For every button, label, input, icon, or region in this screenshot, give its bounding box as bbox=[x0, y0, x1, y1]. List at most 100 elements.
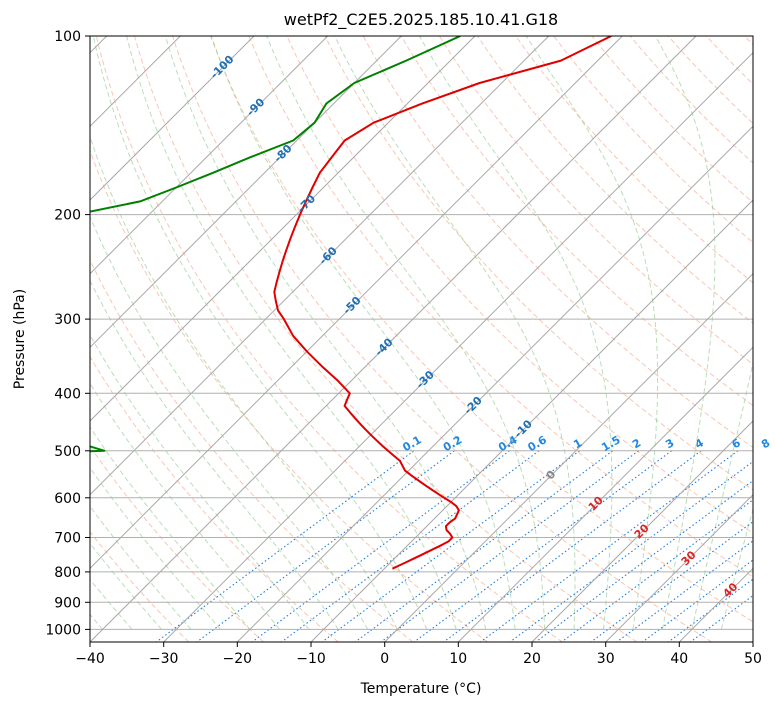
moist-adiabat-line bbox=[266, 36, 546, 630]
isotherm-gridline bbox=[90, 36, 623, 570]
isotherm-gridline bbox=[310, 199, 753, 642]
temperature-profile-line bbox=[273, 36, 612, 570]
moist-adiabat-line bbox=[126, 36, 457, 630]
dry-adiabat-line bbox=[324, 36, 753, 491]
x-tick-label: 40 bbox=[670, 651, 688, 667]
y-axis-label: Pressure (hPa) bbox=[12, 289, 28, 389]
mixing-ratio-line bbox=[321, 450, 580, 642]
mixing-ratio-line bbox=[480, 450, 739, 642]
moist-adiabat-line bbox=[92, 36, 428, 630]
moist-adiabat-line bbox=[691, 360, 753, 630]
isotherm-gridline bbox=[605, 493, 753, 642]
dry-adiabat-line bbox=[362, 36, 753, 449]
x-tick-label: 30 bbox=[597, 651, 615, 667]
x-tick-label: −20 bbox=[223, 651, 253, 667]
isotherm-gridline bbox=[90, 36, 476, 422]
mixing-ratio-line bbox=[413, 450, 672, 642]
chart-title: wetPf2_C2E5.2025.185.10.41.G18 bbox=[284, 10, 558, 30]
isotherm-gridline bbox=[90, 36, 550, 496]
x-axis-ticks: −40 −30 −20 −10 0 10 20 30 40 50 bbox=[75, 642, 762, 667]
mixing-ratio-line bbox=[155, 450, 415, 642]
y-tick-label: 900 bbox=[54, 595, 81, 611]
dry-adiabat-line bbox=[90, 149, 488, 642]
moist-adiabat-line bbox=[90, 466, 221, 630]
plot-frame bbox=[89, 35, 754, 643]
x-tick-label: −40 bbox=[75, 651, 105, 667]
moist-adiabat-line bbox=[210, 36, 516, 630]
mixing-ratio-line bbox=[251, 450, 510, 642]
mixing-ratio-line bbox=[443, 450, 702, 642]
mixing-ratio-line bbox=[535, 479, 753, 642]
moist-adiabat-line bbox=[720, 507, 753, 630]
pressure-gridlines bbox=[90, 36, 753, 630]
x-tick-label: −10 bbox=[296, 651, 326, 667]
dry-adiabat-line bbox=[705, 36, 753, 85]
y-tick-label: 600 bbox=[54, 491, 81, 507]
mixing-ratio-line bbox=[354, 450, 614, 642]
moist-adiabat-line bbox=[90, 505, 192, 630]
moist-adiabat-line bbox=[334, 36, 576, 630]
mixing-ratio-line bbox=[281, 450, 540, 642]
mixing-ratio-line bbox=[561, 499, 753, 642]
moist-adiabat-line bbox=[418, 36, 613, 630]
plot-area bbox=[90, 36, 753, 642]
isotherm-gridline bbox=[678, 567, 753, 642]
isotherm-gridline bbox=[163, 51, 753, 642]
isotherm-gridline bbox=[457, 346, 753, 642]
mixing-ratio-line bbox=[616, 540, 753, 642]
dry-adiabat-line bbox=[438, 36, 753, 365]
y-tick-label: 800 bbox=[54, 565, 81, 581]
mixing-ratio-line bbox=[667, 578, 753, 642]
dry-adiabat-line bbox=[90, 445, 264, 642]
x-tick-label: 0 bbox=[380, 651, 389, 667]
moist-adiabat-line bbox=[90, 215, 369, 630]
mixing-ratio-line bbox=[380, 450, 639, 642]
x-tick-label: 20 bbox=[523, 651, 541, 667]
moist-adiabat-line bbox=[90, 279, 339, 630]
mixing-ratio-label: 3 bbox=[663, 436, 676, 451]
dry-adiabat-line bbox=[90, 531, 190, 642]
isotherm-gridline bbox=[752, 641, 753, 642]
y-tick-label: 700 bbox=[54, 531, 81, 547]
isotherm-gridline bbox=[90, 36, 402, 349]
y-tick-label: 100 bbox=[54, 29, 81, 45]
dry-adiabat-line bbox=[286, 36, 753, 534]
x-axis-label: Temperature (°C) bbox=[360, 681, 482, 697]
isotherm-gridline bbox=[90, 36, 255, 201]
dry-adiabat-line bbox=[172, 36, 712, 642]
sounding-series bbox=[90, 36, 612, 570]
dry-adiabat-line bbox=[90, 258, 414, 642]
y-axis-ticks: 100 200 300 400 500 600 700 800 900 1000 bbox=[45, 29, 90, 638]
y-tick-label: 1000 bbox=[45, 622, 81, 638]
x-tick-label: 50 bbox=[744, 651, 762, 667]
isotherm-gridline bbox=[90, 36, 329, 275]
mixing-ratio-label: 8 bbox=[759, 436, 772, 451]
moist-adiabat-line bbox=[90, 135, 398, 630]
moist-adiabat-line bbox=[654, 36, 716, 630]
x-tick-label: 10 bbox=[449, 651, 467, 667]
mixing-ratio-label: 2 bbox=[630, 436, 643, 451]
y-tick-label: 400 bbox=[54, 386, 81, 402]
y-tick-label: 300 bbox=[54, 312, 81, 328]
mixing-ratio-lines bbox=[155, 450, 753, 642]
mixing-ratio-line bbox=[509, 460, 753, 642]
mixing-ratio-line bbox=[590, 520, 753, 642]
dry-adiabat-line bbox=[515, 36, 753, 284]
isotherm-gridline bbox=[531, 420, 753, 642]
y-tick-label: 200 bbox=[54, 208, 81, 224]
x-tick-label: −30 bbox=[149, 651, 179, 667]
dry-adiabat-line bbox=[744, 36, 753, 46]
moist-adiabats bbox=[90, 36, 753, 630]
mixing-ratio-line bbox=[196, 450, 455, 642]
isotherm-gridline bbox=[384, 272, 753, 642]
moist-adiabat-line bbox=[90, 426, 251, 630]
dry-adiabat-line bbox=[90, 355, 339, 642]
isotherm-gridline bbox=[90, 36, 697, 642]
dry-adiabat-line bbox=[95, 36, 563, 642]
dry-adiabat-line bbox=[133, 36, 638, 642]
mixing-ratio-line bbox=[690, 594, 753, 642]
moist-adiabat-line bbox=[90, 334, 310, 630]
isotherm-gridline bbox=[236, 125, 753, 642]
moist-adiabat-line bbox=[525, 36, 659, 630]
